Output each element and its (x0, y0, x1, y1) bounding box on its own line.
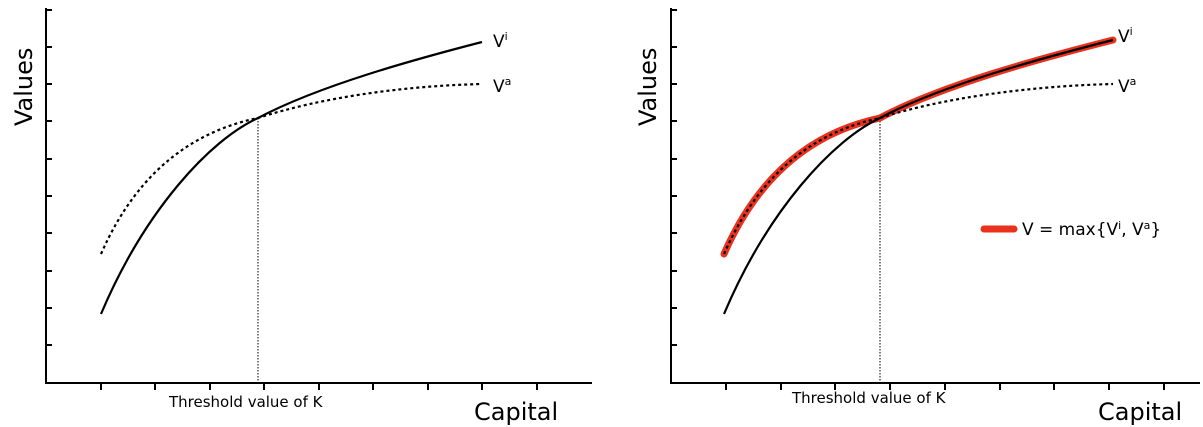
left-curve-va (99, 82, 483, 255)
right-ylabel: Values (634, 48, 662, 126)
left-xlabel: Capital (474, 398, 558, 426)
right-xlabel: Capital (1098, 398, 1182, 426)
left-panel: Values Capital Threshold value of K Vi V… (10, 8, 592, 426)
right-x-ticks (725, 383, 1165, 390)
right-y-ticks (671, 9, 677, 346)
left-curve-vi (99, 40, 483, 315)
right-curve-vi (722, 38, 1114, 315)
left-curve-vi-label: Vi (493, 30, 508, 52)
left-threshold-label: Threshold value of K (168, 393, 324, 411)
left-curve-va-label: Va (493, 75, 511, 97)
right-panel: V = max{Vi, Va} Values Capital Threshold… (634, 8, 1200, 426)
left-x-ticks (100, 383, 538, 390)
left-y-ticks (46, 9, 52, 346)
left-ylabel: Values (10, 48, 38, 126)
right-threshold-label: Threshold value of K (791, 389, 947, 407)
right-curve-va-label: Va (1118, 75, 1136, 97)
right-curve-vi-label: Vi (1118, 25, 1133, 47)
legend-text: V = max{Vi, Va} (1022, 219, 1161, 240)
